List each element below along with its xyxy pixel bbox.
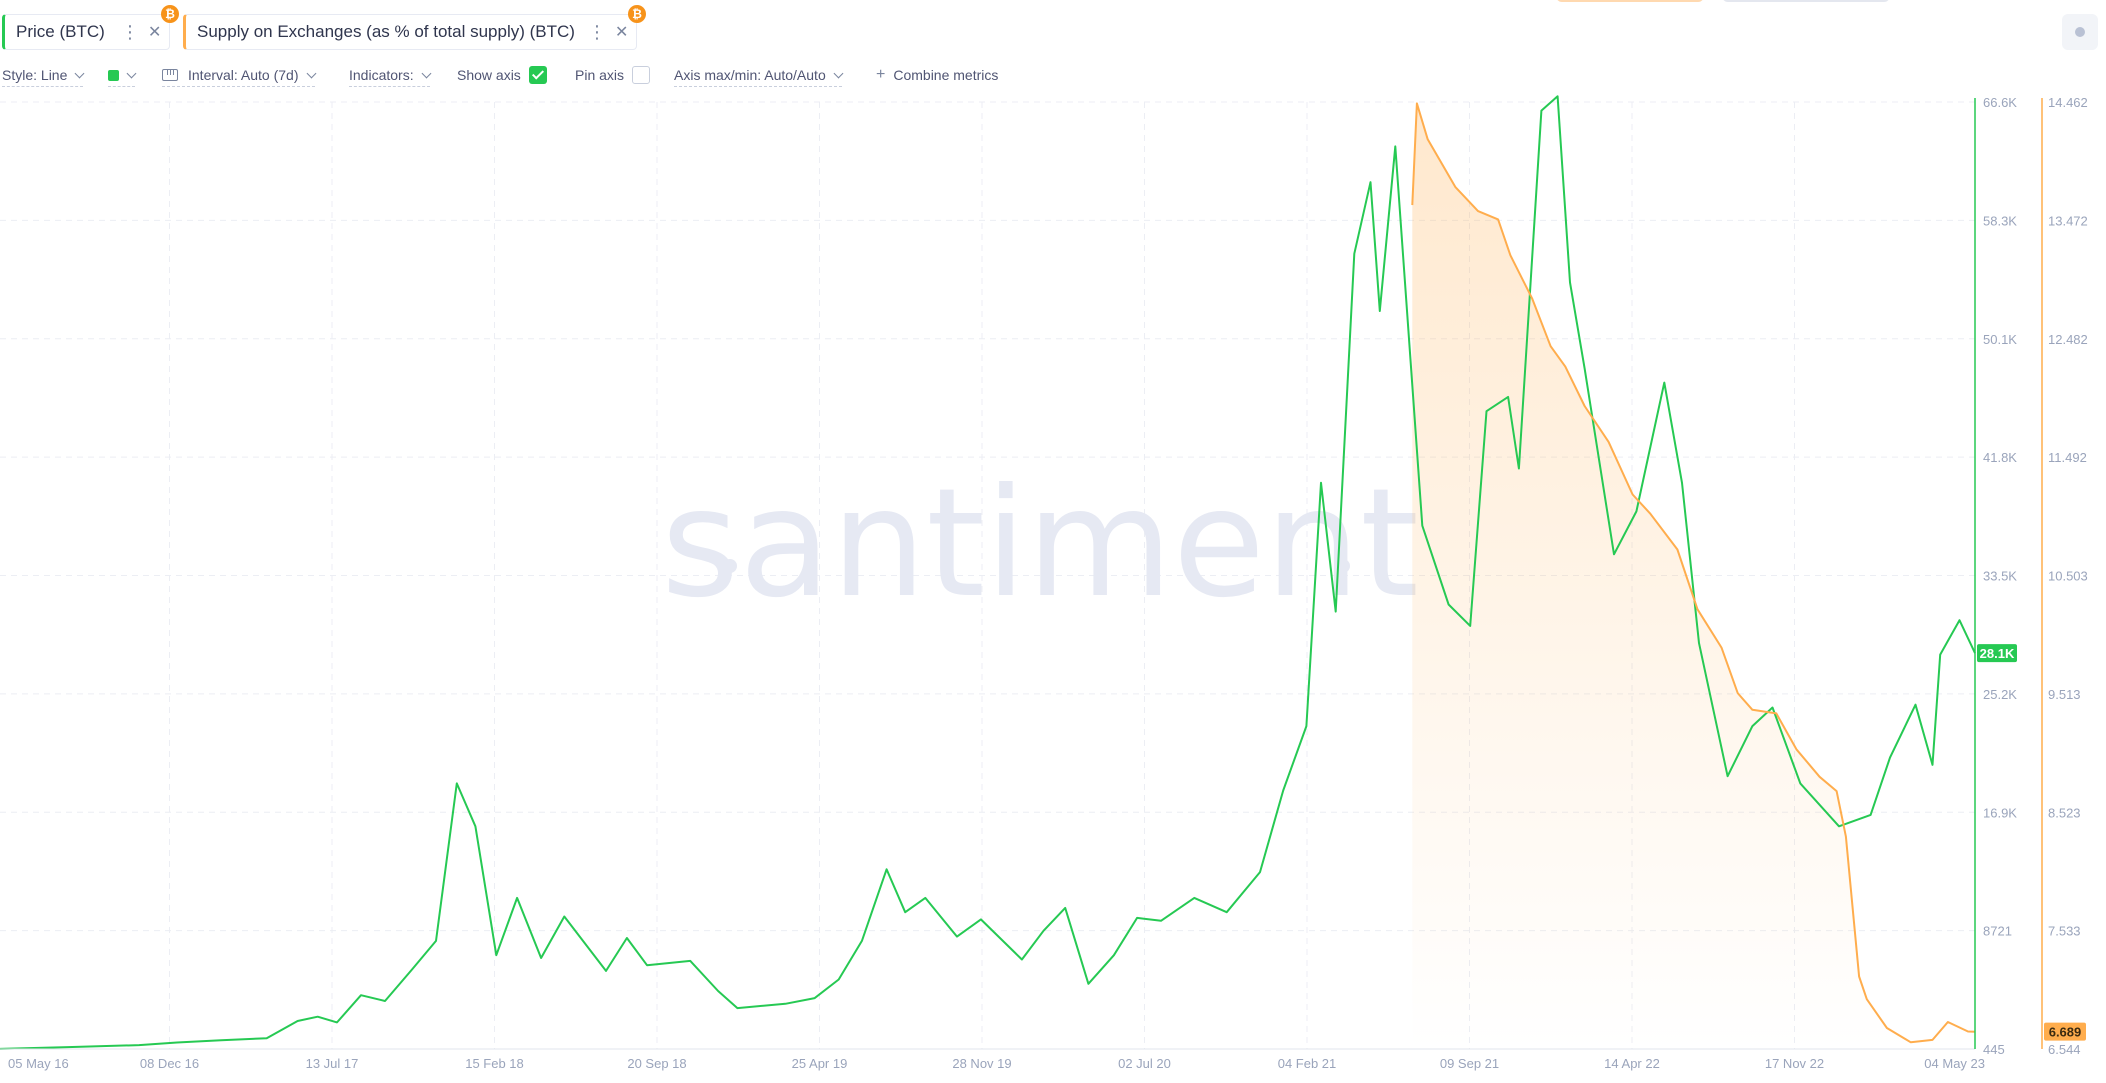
x-axis-tick-label: 14 Apr 22 [1604,1056,1660,1071]
indicators-selector[interactable]: Indicators: [349,64,432,87]
watermark-dot [723,559,737,573]
price-current-value: 28.1K [1980,646,2015,661]
series-lines [0,95,1976,1050]
checkbox-unchecked[interactable] [632,66,651,84]
show-axis-toggle[interactable]: Show axis [457,64,547,86]
x-axis-tick-label: 04 May 23 [1924,1056,1985,1071]
plus-icon: + [876,66,886,83]
chart-settings-bar: Style: Line Interval: Auto (7d) Indicato… [0,64,2106,87]
toolbar-tab-edge[interactable] [1556,0,1704,2]
santiment-watermark: santiment [661,457,1419,631]
supply-axis-tick-label: 11.492 [2048,450,2087,465]
x-axis-tick-label: 05 May 16 [8,1056,69,1071]
settings-toggle-button[interactable] [2062,14,2098,50]
axis-max-min-selector[interactable]: Axis max/min: Auto/Auto [674,64,844,87]
supply-axis-tick-label: 6.544 [2048,1042,2081,1057]
bitcoin-icon: ₿ [161,5,179,23]
price-axis-tick-label: 16.9K [1983,805,2017,820]
axes: 66.6K 14.462 58.3K 13.472 50.1K 12.482 41.8K 11… [0,95,2088,1071]
watermark-dot [1336,559,1350,573]
x-axis-tick-label: 28 Nov 19 [952,1056,1011,1071]
supply-axis-tick-label: 9.513 [2048,687,2081,702]
price-axis-tick-label: 445 [1983,1042,2005,1057]
combine-metrics-button[interactable]: + Combine metrics [876,64,998,86]
color-selector[interactable] [108,64,137,87]
x-axis-tick-label: 20 Sep 18 [627,1056,686,1071]
x-axis-tick-label: 15 Feb 18 [465,1056,524,1071]
supply-axis-tick-label: 8.523 [2048,805,2081,820]
axis-max-min-label: Axis max/min: Auto/Auto [674,67,826,83]
indicators-label: Indicators: [349,67,414,83]
supply-current-value: 6.689 [2049,1025,2082,1040]
toolbar-tab-edge[interactable] [1722,0,1890,2]
more-options-icon[interactable]: ⋮ [588,21,606,42]
x-axis-tick-label: 04 Feb 21 [1278,1056,1337,1071]
supply-current-badge [2044,1022,2086,1041]
x-axis-tick-label: 02 Jul 20 [1118,1056,1171,1071]
price-axis-tick-label: 66.6K [1983,95,2017,110]
x-axis-tick-label: 08 Dec 16 [140,1056,199,1071]
pin-axis-toggle[interactable]: Pin axis [575,64,651,86]
combine-metrics-label: Combine metrics [893,67,999,83]
interval-selector[interactable]: Interval: Auto (7d) [162,64,316,87]
price-axis-tick-label: 58.3K [1983,213,2017,228]
metric-chip-supply[interactable]: Supply on Exchanges (as % of total suppl… [183,5,646,50]
price-line [0,95,1976,1050]
x-axis-tick-label: 09 Sep 21 [1440,1056,1499,1071]
style-selector[interactable]: Style: Line [2,64,85,87]
price-axis-tick-label: 8721 [1983,924,2012,939]
supply-axis-tick-label: 12.482 [2048,332,2088,347]
metric-chip-price[interactable]: Price (BTC) ⋮ ✕ ₿ [2,5,179,50]
supply-axis-tick-label: 14.462 [2048,95,2088,110]
more-options-icon[interactable]: ⋮ [121,21,139,42]
price-axis-tick-label: 25.2K [1983,687,2017,702]
checkbox-checked[interactable] [528,66,547,84]
price-axis-tick-label: 33.5K [1983,569,2017,584]
bitcoin-icon: ₿ [628,5,646,23]
close-icon[interactable]: ✕ [615,24,629,41]
price-axis-tick-label: 50.1K [1983,332,2017,347]
metric-label: Price (BTC) [16,22,105,41]
x-axis-tick-label: 17 Nov 22 [1765,1056,1824,1071]
supply-area [1412,103,1975,1049]
supply-axis-tick-label: 13.472 [2048,213,2088,228]
close-icon[interactable]: ✕ [148,24,162,41]
calendar-icon [162,69,178,81]
interval-label: Interval: Auto (7d) [188,67,299,83]
style-label: Style: Line [2,67,68,83]
x-axis-tick-label: 13 Jul 17 [306,1056,359,1071]
show-axis-label: Show axis [457,67,521,83]
color-swatch [108,69,119,81]
pin-axis-label: Pin axis [575,67,625,83]
supply-axis-tick-label: 10.503 [2048,569,2088,584]
supply-axis-tick-label: 7.533 [2048,924,2081,939]
x-axis-tick-label: 25 Apr 19 [792,1056,848,1071]
supply-line [1411,102,1976,1044]
metric-label: Supply on Exchanges (as % of total suppl… [197,22,575,41]
supply-area-fill [1412,103,1975,1049]
price-axis-tick-label: 41.8K [1983,450,2017,465]
price-current-badge [1977,644,2017,663]
